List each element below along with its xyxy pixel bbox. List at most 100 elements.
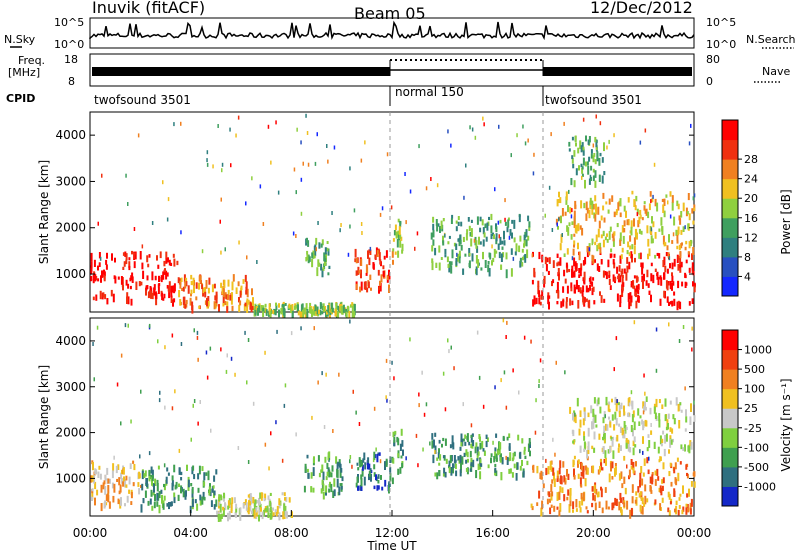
data-cell — [667, 423, 669, 430]
data-cell — [434, 432, 437, 437]
data-cell — [615, 403, 618, 412]
data-cell — [524, 254, 527, 263]
data-cell — [323, 263, 326, 269]
sparse-cell — [315, 247, 317, 252]
sparse-cell — [375, 447, 377, 452]
data-cell — [150, 291, 153, 299]
data-cell — [166, 272, 169, 277]
data-cell — [207, 472, 210, 481]
data-cell — [368, 257, 371, 266]
data-cell — [452, 463, 454, 469]
data-cell — [671, 272, 673, 277]
data-cell — [367, 250, 369, 259]
data-cell — [486, 437, 489, 442]
sparse-cell — [277, 190, 280, 195]
data-cell — [592, 277, 595, 281]
data-cell — [161, 494, 163, 504]
data-cell — [451, 214, 454, 219]
data-cell — [629, 235, 632, 242]
data-cell — [157, 465, 160, 470]
data-cell — [465, 449, 468, 456]
data-cell — [651, 197, 654, 203]
data-cell — [616, 293, 619, 302]
sparse-cell — [302, 161, 304, 166]
data-cell — [249, 505, 252, 512]
data-cell — [627, 398, 630, 407]
data-cell — [340, 486, 343, 490]
data-cell — [378, 249, 381, 254]
data-cell — [587, 441, 590, 450]
data-cell — [660, 277, 663, 286]
data-cell — [583, 297, 586, 303]
data-cell — [524, 455, 527, 459]
data-cell — [586, 246, 589, 253]
sparse-cell — [592, 143, 595, 148]
data-cell — [144, 470, 147, 477]
sparse-cell — [386, 398, 388, 403]
data-cell — [566, 496, 569, 501]
data-cell — [434, 472, 437, 477]
data-cell — [583, 435, 586, 441]
data-cell — [333, 478, 336, 487]
data-cell — [663, 210, 666, 218]
data-cell — [313, 307, 316, 316]
data-cell — [170, 295, 173, 303]
data-cell — [623, 455, 626, 461]
data-cell — [90, 267, 93, 275]
sparse-cell — [568, 189, 570, 194]
data-cell — [513, 463, 516, 469]
data-cell — [679, 218, 682, 225]
data-cell — [671, 283, 673, 291]
data-cell — [460, 221, 463, 227]
data-cell — [463, 452, 466, 457]
sparse-cell — [418, 403, 420, 408]
data-cell — [452, 465, 454, 474]
data-cell — [155, 292, 158, 300]
data-cell — [487, 464, 490, 469]
data-cell — [269, 492, 272, 496]
sparse-cell — [349, 224, 351, 229]
data-cell — [451, 249, 454, 259]
data-cell — [212, 485, 215, 489]
data-cell — [219, 514, 222, 522]
data-cell — [661, 485, 664, 491]
sparse-cell — [361, 231, 363, 235]
data-cell — [328, 488, 331, 493]
data-cell — [644, 495, 647, 505]
data-cell — [596, 399, 599, 407]
data-cell — [606, 424, 609, 431]
data-cell — [457, 221, 460, 226]
sparse-cell — [650, 199, 652, 204]
data-cell — [501, 457, 504, 465]
data-cell — [581, 142, 584, 151]
data-cell — [686, 504, 689, 508]
data-cell — [262, 307, 265, 312]
sparse-cell — [434, 450, 436, 455]
data-cell — [609, 253, 612, 259]
data-cell — [571, 269, 573, 278]
data-cell — [167, 257, 169, 263]
data-cell — [201, 466, 204, 471]
data-cell — [603, 142, 605, 152]
data-cell — [604, 450, 607, 459]
data-cell — [454, 463, 457, 470]
cpid-label: CPID — [6, 92, 35, 105]
data-cell — [476, 453, 479, 460]
data-cell — [242, 502, 245, 509]
data-cell — [667, 252, 670, 258]
freq-label-line1: Freq. — [18, 54, 45, 67]
nsky-tick-bottom-left: 10^0 — [54, 38, 84, 51]
data-cell — [629, 245, 632, 250]
data-cell — [594, 414, 597, 423]
data-cell — [619, 212, 622, 218]
data-cell — [170, 292, 173, 298]
data-cell — [598, 157, 601, 166]
data-cell — [360, 258, 363, 266]
data-cell — [327, 251, 330, 255]
data-cell — [619, 198, 622, 207]
data-cell — [661, 226, 664, 235]
data-cell — [457, 456, 460, 461]
data-cell — [124, 251, 127, 257]
data-cell — [677, 226, 680, 234]
data-cell — [605, 457, 607, 466]
